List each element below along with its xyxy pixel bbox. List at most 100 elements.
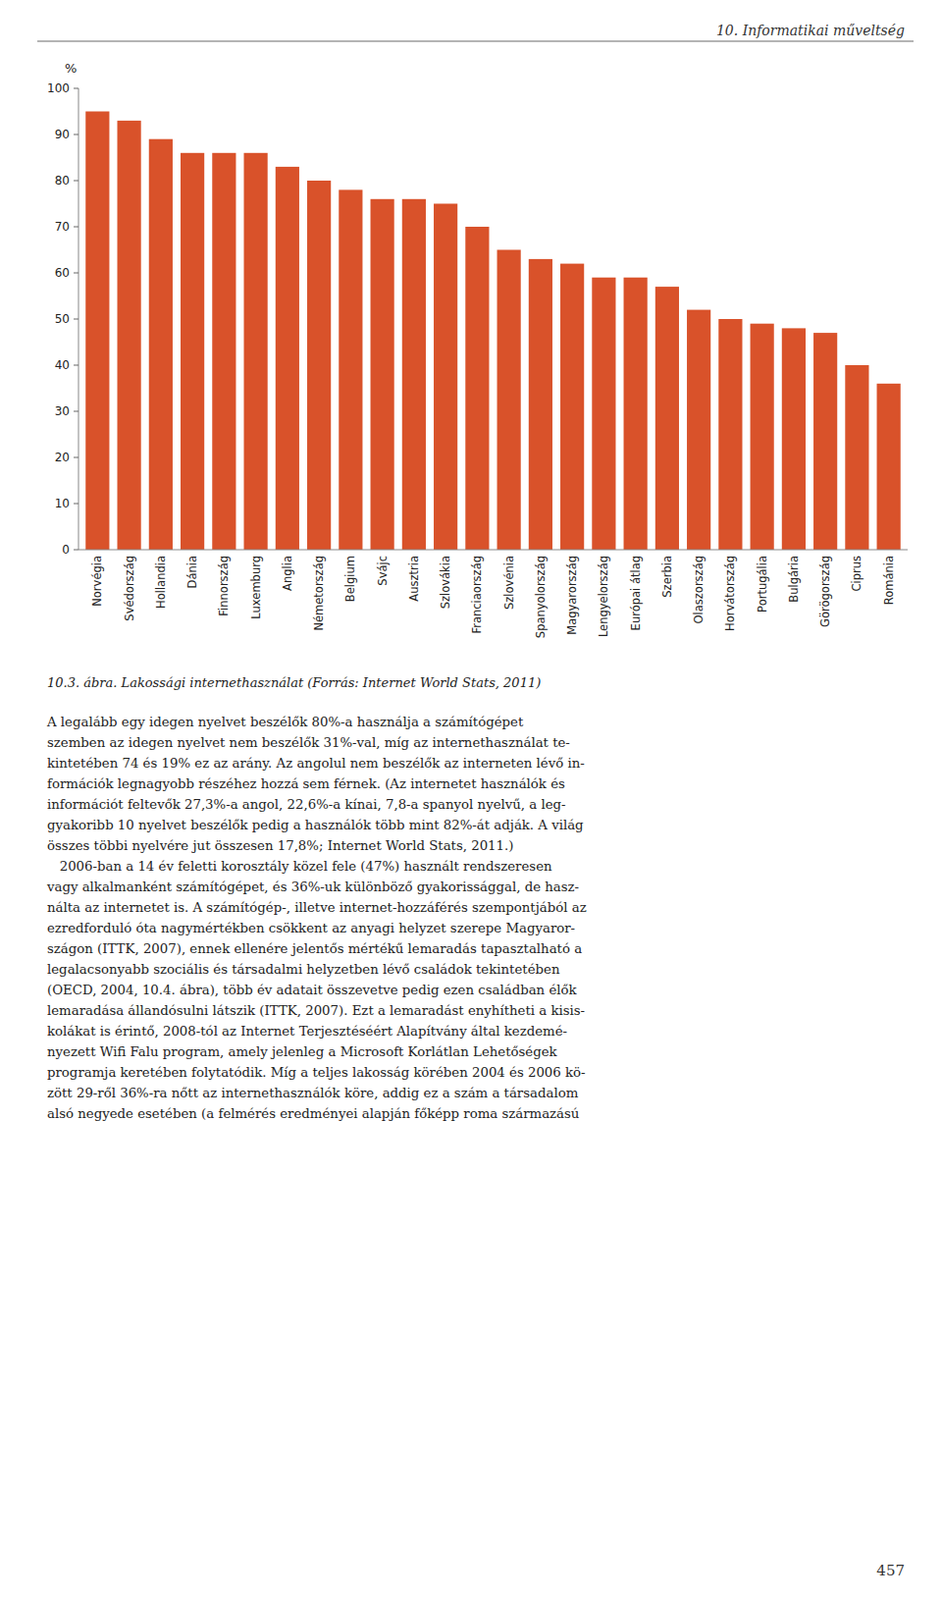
y-tick <box>73 272 79 274</box>
body-line: formációk legnagyobb részéhez hozzá sem … <box>47 776 566 791</box>
body-line: lemaradása állandósulni látszik (ITTK, 2… <box>47 1002 585 1018</box>
x-tick-label: Lengyelország <box>596 555 611 637</box>
bar <box>338 189 363 550</box>
page: 10. Informatikai műveltség 0 10 20 30 40 50 60 7… <box>0 0 942 1600</box>
y-tick <box>73 88 79 90</box>
bar <box>877 383 901 550</box>
header-rule <box>37 41 914 43</box>
bar <box>180 153 205 550</box>
x-axis-line <box>78 549 908 551</box>
x-tick-label: Románia <box>882 555 896 605</box>
header-text: 10. Informatikai műveltség <box>716 22 905 39</box>
body-line: nálta az internetet is. A számítógép-, i… <box>47 899 587 915</box>
y-tick-label: 40 <box>54 358 70 372</box>
x-tick-label: Franciaország <box>470 555 484 634</box>
x-tick-label: Svédország <box>122 555 137 622</box>
y-tick-label: 100 <box>47 81 70 96</box>
y-tick-label: 10 <box>54 496 70 511</box>
bar <box>528 259 553 550</box>
x-tick-label: Belgium <box>343 555 358 602</box>
bar <box>465 226 489 550</box>
y-tick <box>73 549 79 551</box>
x-tick-label: Ciprus <box>849 555 864 592</box>
bar <box>433 204 458 551</box>
y-tick-label: 80 <box>54 173 70 188</box>
bar <box>624 277 648 550</box>
x-tick-label: Olaszország <box>691 555 706 624</box>
y-tick-label: 70 <box>54 219 70 234</box>
y-axis-label: % <box>64 60 77 76</box>
y-tick <box>73 411 79 413</box>
y-tick <box>73 180 79 182</box>
bar <box>560 263 584 550</box>
body-text: A legalább egy idegen nyelvet beszélők 8… <box>46 714 587 1121</box>
x-tick-label: Anglia <box>280 555 295 591</box>
body-line: nyezett Wifi Falu program, amely jelenle… <box>47 1044 559 1059</box>
body-line: információt feltevők 27,3%-a angol, 22,6… <box>47 796 567 812</box>
y-tick <box>73 503 79 505</box>
bar <box>307 180 331 550</box>
x-tick-label: Norvégia <box>90 555 105 607</box>
x-tick-label: Dánia <box>185 555 200 588</box>
x-tick-label: Horvátország <box>723 555 737 631</box>
y-tick-label: 60 <box>54 265 70 280</box>
y-tick-label: 90 <box>54 127 70 142</box>
body-line: szemben az idegen nyelvet nem beszélők 3… <box>47 734 571 750</box>
bar <box>750 323 775 550</box>
chart: 0 10 20 30 40 50 60 70 80 90 100% Norvégia Svédorszá… <box>47 60 908 638</box>
bar <box>718 318 742 550</box>
bar <box>149 139 173 550</box>
body-line: kolákat is érintő, 2008-tól az Internet … <box>47 1023 568 1039</box>
x-tick-label: Európai átlag <box>628 555 643 630</box>
y-tick-label: 20 <box>54 450 70 465</box>
x-tick-label: Magyarország <box>565 555 579 635</box>
caption: 10.3. ábra. Lakossági internethasználat … <box>47 675 541 690</box>
bar <box>244 153 268 550</box>
x-tick-label: Hollandia <box>154 555 168 609</box>
bar <box>782 327 806 550</box>
body-line: vagy alkalmanként számítógépet, és 36%-u… <box>46 879 579 894</box>
body-line: alsó negyede esetében (a felmérés eredmé… <box>47 1105 580 1121</box>
page-number: 457 <box>876 1561 905 1579</box>
body-line: gyakoribb 10 nyelvet beszélők pedig a ha… <box>47 817 584 833</box>
bar <box>211 153 236 550</box>
x-tick-label: Luxemburg <box>249 555 263 620</box>
body-line: ezredforduló óta nagymértékben csökkent … <box>47 920 576 936</box>
x-tick-label: Ausztria <box>407 555 421 602</box>
bars <box>85 111 900 551</box>
x-tick-label: Szlovénia <box>502 555 517 610</box>
body-line: A legalább egy idegen nyelvet beszélők 8… <box>46 714 524 730</box>
bar <box>117 120 142 550</box>
body-line: összes többi nyelvére jut összesen 17,8%… <box>47 837 514 853</box>
y-tick <box>73 318 79 320</box>
body-line: zött 29-ről 36%-ra nőtt az internethaszn… <box>47 1085 579 1100</box>
bar <box>591 277 616 550</box>
x-tick-label: Szerbia <box>660 555 675 598</box>
x-tick-label: Görögország <box>818 555 833 628</box>
bar <box>402 199 426 550</box>
body-line: kintetében 74 és 19% ez az arány. Az ang… <box>47 755 585 771</box>
x-tick-label: Svájc <box>375 555 390 586</box>
y-tick-label: 30 <box>54 404 70 419</box>
bar <box>655 286 680 550</box>
bar <box>813 332 838 550</box>
body-line: programja keretében folytatódik. Míg a t… <box>47 1064 586 1080</box>
body-line: legalacsonyabb szociális és társadalmi h… <box>47 961 561 977</box>
y-tick-label: 0 <box>61 542 70 557</box>
bar <box>275 166 300 550</box>
x-tick-label: Németország <box>312 555 326 631</box>
x-tick-label: Finnország <box>216 555 231 617</box>
y-tick <box>73 457 79 459</box>
body-line: (OECD, 2004, 10.4. ábra), több év adatai… <box>47 982 578 997</box>
y-tick <box>73 226 79 228</box>
x-tick-label: Portugália <box>755 555 770 613</box>
bar <box>844 365 869 550</box>
bar <box>370 199 395 550</box>
y-tick-label: 50 <box>54 312 70 326</box>
body-line: szágon (ITTK, 2007), ennek ellenére jele… <box>47 941 582 956</box>
bar <box>85 111 109 551</box>
bar <box>686 310 711 550</box>
x-tick-label: Spanyolország <box>533 555 548 638</box>
x-tick-label: Szlovákia <box>438 555 453 609</box>
bar <box>497 250 522 551</box>
